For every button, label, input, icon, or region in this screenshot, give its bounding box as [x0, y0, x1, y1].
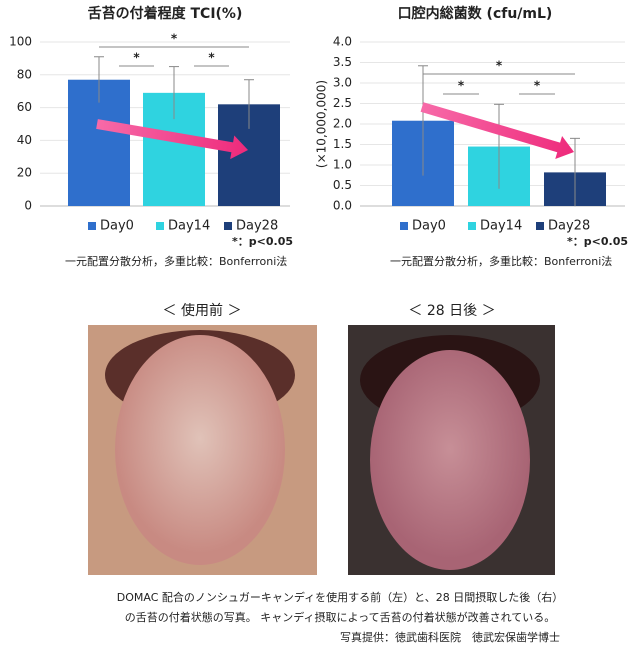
significance-mark: *	[208, 51, 215, 65]
y-tick-label: 80	[17, 67, 32, 81]
photo-label: ＜ 使用前 ＞	[163, 302, 242, 319]
caption: 写真提供：徳武歯科医院 徳武宏保歯学博士	[340, 630, 560, 644]
photos	[88, 325, 555, 575]
y-tick-label: 2.5	[333, 96, 352, 110]
legend-label: Day0	[100, 219, 134, 234]
legend-label: Day28	[548, 219, 590, 234]
y-tick-label: 20	[17, 166, 32, 180]
legend-label: Day0	[412, 219, 446, 234]
legend-swatch	[156, 222, 164, 230]
significance-mark: *	[458, 79, 465, 93]
method-note: 一元配置分散分析，多重比較：Bonferroni法	[65, 254, 287, 268]
trend-arrow	[96, 119, 248, 160]
y-tick-label: 1.0	[333, 158, 352, 172]
chart-title: 舌苔の付着程度 TCI(%)	[88, 5, 243, 22]
tongue	[115, 335, 285, 565]
significance-mark: *	[133, 51, 140, 65]
y-tick-label: 100	[9, 35, 32, 49]
method-note: 一元配置分散分析，多重比較：Bonferroni法	[390, 254, 612, 268]
caption: の舌苔の付着状態の写真。 キャンディ摂取によって舌苔の付着状態が改善されている。	[125, 610, 556, 624]
y-tick-label: 60	[17, 100, 32, 114]
y-tick-label: 0	[24, 199, 32, 213]
y-tick-label: 0.5	[333, 178, 352, 192]
y-tick-label: 1.5	[333, 137, 352, 151]
y-tick-label: 2.0	[333, 117, 352, 131]
y-tick-label: 40	[17, 133, 32, 147]
y-tick-label: 3.0	[333, 76, 352, 90]
legend-swatch	[224, 222, 232, 230]
y-axis-label: (×10,000,000)	[315, 80, 329, 168]
legend-swatch	[88, 222, 96, 230]
significance-mark: *	[534, 79, 541, 93]
significance-mark: *	[496, 59, 503, 73]
legend-swatch	[400, 222, 408, 230]
tongue	[370, 350, 530, 570]
caption: DOMAC 配合のノンシュガーキャンディを使用する前（左）と、28 日間摂取した…	[117, 590, 563, 604]
legend-label: Day14	[480, 219, 522, 234]
legend-label: Day28	[236, 219, 278, 234]
significance-mark: *	[171, 32, 178, 46]
significance-note: *：p<0.05	[232, 235, 293, 248]
y-tick-label: 4.0	[333, 35, 352, 49]
photo-label: ＜ 28 日後 ＞	[408, 303, 495, 319]
trend-arrow	[420, 102, 574, 159]
y-tick-label: 3.5	[333, 55, 352, 69]
legend-label: Day14	[168, 219, 210, 234]
significance-note: *：p<0.05	[567, 235, 628, 248]
y-tick-label: 0.0	[333, 199, 352, 213]
legend-swatch	[536, 222, 544, 230]
legend-swatch	[468, 222, 476, 230]
chart-title: 口腔内総菌数 (cfu/mL)	[398, 5, 553, 22]
